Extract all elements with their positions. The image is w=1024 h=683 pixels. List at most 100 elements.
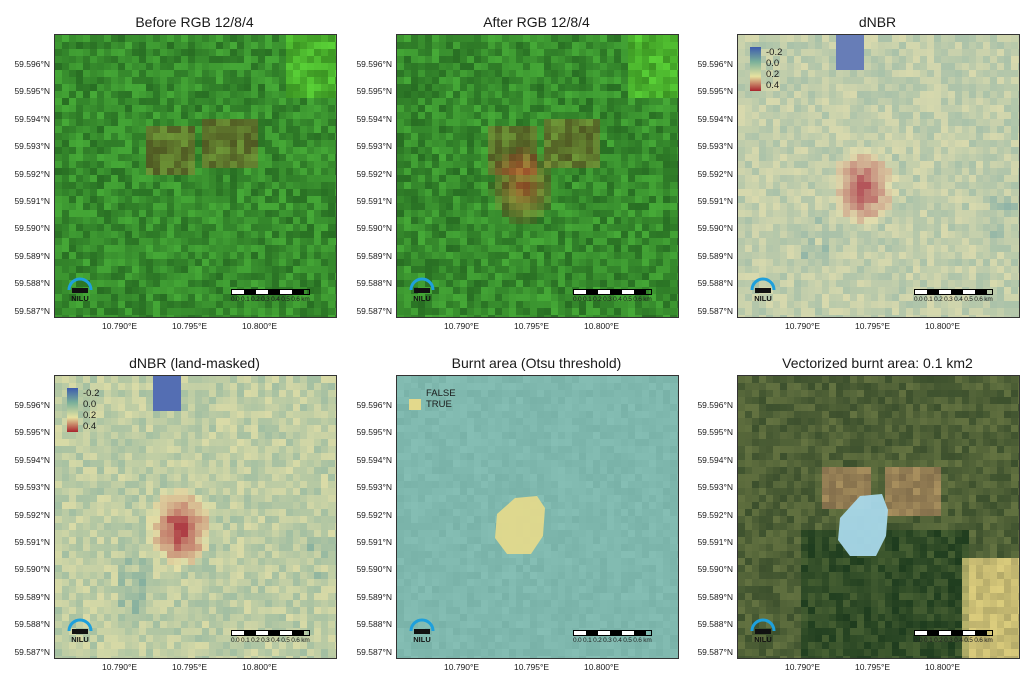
nilu-logo: NILU (750, 618, 776, 644)
scale-bar: 0.0 0.1 0.2 0.3 0.4 0.5 0.6 km (914, 289, 993, 303)
y-tick-label: 59.590°N (697, 223, 733, 234)
y-tick-label: 59.591°N (14, 196, 50, 206)
x-tick-label: 10.790°E (444, 321, 480, 331)
panel-title: After RGB 12/8/4 (483, 14, 590, 30)
panel-title: Burnt area (Otsu threshold) (451, 355, 622, 371)
y-tick-label: 59.592°N (356, 509, 392, 520)
y-tick-label: 59.587°N (697, 305, 733, 316)
y-tick-label: 59.590°N (697, 564, 733, 575)
y-tick-label: 59.589°N (356, 250, 392, 261)
map-raster (397, 376, 678, 658)
y-tick-label: 59.594°N (14, 454, 50, 465)
map-frame: 0.0 0.1 0.2 0.3 0.4 0.5 0.6 km NILU (396, 34, 679, 318)
y-tick-label: 59.587°N (356, 305, 392, 316)
scale-bar: 0.0 0.1 0.2 0.3 0.4 0.5 0.6 km (231, 630, 310, 644)
nilu-logo: NILU (409, 618, 435, 644)
map-raster (55, 35, 336, 317)
y-tick-label: 59.594°N (356, 113, 392, 124)
nilu-logo: NILU (409, 277, 435, 303)
map-frame: -0.2 0.0 0.2 0.4 0.0 0.1 0.2 0.3 0.4 0.5 0.6… (54, 375, 337, 659)
y-tick-label: 59.591°N (356, 537, 392, 547)
scale-bar: 0.0 0.1 0.2 0.3 0.4 0.5 0.6 km (573, 630, 652, 644)
y-tick-label: 59.590°N (14, 564, 50, 575)
logo-text: NILU (754, 635, 772, 644)
scale-bar: 0.0 0.1 0.2 0.3 0.4 0.5 0.6 km (914, 630, 993, 644)
logo-text: NILU (71, 294, 89, 303)
legend-swatch (409, 388, 421, 399)
y-tick-label: 59.596°N (697, 59, 733, 69)
y-tick-label: 59.593°N (697, 141, 733, 152)
y-tick-label: 59.590°N (14, 223, 50, 234)
x-tick-label: 10.795°E (172, 662, 208, 672)
y-tick-label: 59.595°N (356, 427, 392, 438)
y-tick-label: 59.595°N (697, 86, 733, 97)
legend-label: TRUE (426, 399, 452, 410)
legend-label: 0.2 (766, 69, 780, 80)
logo-text: NILU (413, 635, 431, 644)
y-tick-label: 59.593°N (14, 482, 50, 493)
map-raster (738, 376, 1019, 658)
x-tick-label: 10.800°E (242, 321, 278, 331)
y-tick-label: 59.596°N (697, 400, 733, 410)
y-tick-label: 59.591°N (697, 196, 733, 206)
nilu-logo: NILU (750, 277, 776, 303)
legend-label: -0.2 (83, 388, 100, 399)
legend-label: 0.4 (83, 421, 97, 432)
y-tick-label: 59.589°N (697, 250, 733, 261)
legend-label: 0.0 (83, 399, 97, 410)
x-tick-label: 10.795°E (514, 321, 550, 331)
y-tick-label: 59.592°N (697, 509, 733, 520)
y-tick-label: 59.596°N (356, 59, 392, 69)
panel-title: Vectorized burnt area: 0.1 km2 (782, 355, 973, 371)
scale-bar: 0.0 0.1 0.2 0.3 0.4 0.5 0.6 km (231, 289, 310, 303)
y-tick-label: 59.589°N (356, 591, 392, 602)
nilu-logo: NILU (67, 618, 93, 644)
scale-bar-labels: 0.0 0.1 0.2 0.3 0.4 0.5 0.6 km (231, 296, 310, 303)
y-tick-label: 59.596°N (14, 59, 50, 69)
y-tick-label: 59.591°N (356, 196, 392, 206)
nilu-logo: NILU (67, 277, 93, 303)
legend-item: TRUE (409, 399, 456, 410)
x-tick-label: 10.800°E (584, 321, 620, 331)
logo-text: NILU (71, 635, 89, 644)
legend: -0.2 0.0 0.2 0.4 (750, 47, 782, 91)
map-frame: 0.0 0.1 0.2 0.3 0.4 0.5 0.6 km NILU (54, 34, 337, 318)
legend-label: -0.2 (766, 47, 783, 58)
y-tick-label: 59.592°N (14, 509, 50, 520)
x-tick-label: 10.800°E (584, 662, 620, 672)
legend: FALSE TRUE (409, 388, 456, 410)
x-tick-label: 10.790°E (102, 662, 138, 672)
y-tick-label: 59.594°N (356, 454, 392, 465)
y-tick-label: 59.594°N (14, 113, 50, 124)
scale-bar-labels: 0.0 0.1 0.2 0.3 0.4 0.5 0.6 km (231, 637, 310, 644)
y-tick-label: 59.587°N (356, 646, 392, 657)
legend-colorbar (67, 388, 78, 432)
legend-swatch (409, 399, 421, 410)
panel-title: dNBR (858, 14, 897, 30)
legend-item: FALSE (409, 388, 456, 399)
y-tick-label: 59.589°N (14, 250, 50, 261)
y-tick-label: 59.589°N (697, 591, 733, 602)
map-frame: 0.0 0.1 0.2 0.3 0.4 0.5 0.6 km NILU (737, 375, 1020, 659)
panel-title: Before RGB 12/8/4 (135, 14, 254, 30)
y-tick-label: 59.588°N (14, 619, 50, 630)
map-raster (397, 35, 678, 317)
x-tick-label: 10.800°E (925, 321, 961, 331)
y-tick-label: 59.592°N (697, 168, 733, 179)
y-tick-label: 59.589°N (14, 591, 50, 602)
y-tick-label: 59.587°N (697, 646, 733, 657)
y-tick-label: 59.592°N (356, 168, 392, 179)
y-tick-label: 59.592°N (14, 168, 50, 179)
y-tick-label: 59.593°N (356, 482, 392, 493)
map-frame: FALSE TRUE 0.0 0.1 0.2 0.3 0.4 0.5 0.6 km N… (396, 375, 679, 659)
scale-bar-labels: 0.0 0.1 0.2 0.3 0.4 0.5 0.6 km (914, 637, 993, 644)
x-tick-label: 10.790°E (785, 321, 821, 331)
y-tick-label: 59.590°N (356, 564, 392, 575)
y-tick-label: 59.591°N (697, 537, 733, 547)
y-tick-label: 59.587°N (14, 646, 50, 657)
y-tick-label: 59.588°N (356, 278, 392, 289)
y-tick-label: 59.587°N (14, 305, 50, 316)
map-raster (55, 376, 336, 658)
legend-label: 0.4 (766, 80, 780, 91)
x-tick-label: 10.795°E (514, 662, 550, 672)
